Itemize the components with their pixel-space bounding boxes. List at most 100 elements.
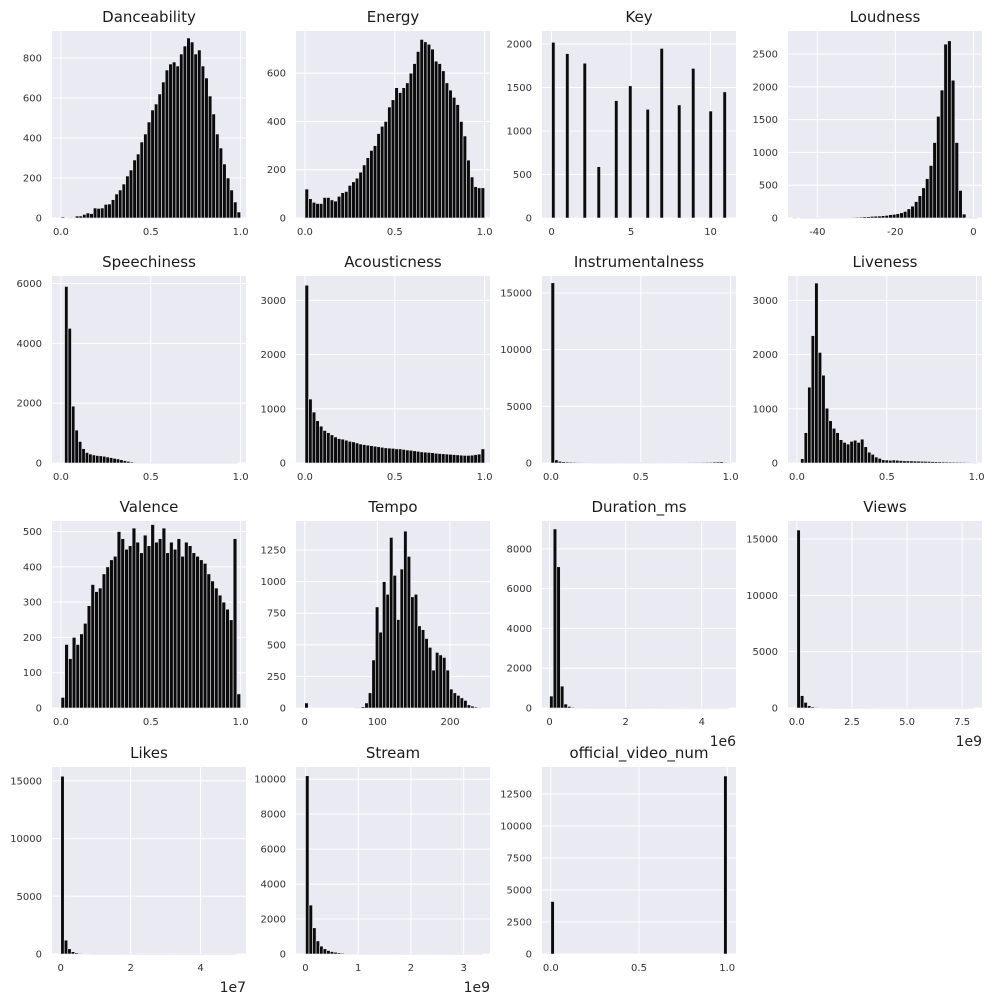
histogram-7: Liveness 0.0 0.5 1.0 0 1000 2000 3000 — [753, 253, 985, 483]
histogram-bar — [905, 460, 911, 464]
histogram-bar — [119, 459, 124, 464]
histogram-bar — [426, 43, 432, 219]
histogram-bar — [860, 438, 865, 464]
histogram-bar — [969, 462, 974, 464]
histogram-bar — [965, 462, 970, 464]
histogram-bar — [404, 953, 409, 955]
histogram-bar — [401, 449, 406, 464]
histogram-bar — [383, 447, 388, 464]
x-tick-label: 100 — [368, 717, 387, 728]
histogram-bar — [449, 688, 454, 709]
histogram-bar — [881, 459, 886, 464]
histogram-bar — [229, 462, 234, 464]
histogram-bar — [116, 531, 122, 709]
histogram-bar — [877, 707, 882, 709]
histogram-bar — [902, 707, 907, 709]
histogram-bar — [389, 953, 395, 955]
histogram-bar — [803, 432, 808, 464]
y-tick-label: 15000 — [500, 289, 532, 300]
y-tick-label: 0 — [280, 704, 286, 715]
histogram-bar — [624, 707, 629, 709]
x-tick-label: 0.0 — [53, 227, 69, 238]
histogram-bar — [126, 461, 131, 464]
y-tick-label: 7500 — [507, 853, 532, 864]
histogram-bar — [941, 461, 946, 464]
plot-background — [788, 521, 982, 708]
histogram-bar — [919, 460, 925, 464]
x-tick-label: 2 — [127, 963, 133, 974]
histogram-bar — [368, 953, 373, 955]
histogram-bar — [361, 953, 366, 955]
histogram-bar — [150, 462, 155, 464]
histogram-bar — [367, 692, 373, 709]
histogram-bar — [186, 953, 191, 955]
histogram-bar — [83, 623, 88, 709]
histogram-bar — [354, 442, 360, 464]
histogram-bar — [139, 552, 144, 709]
histogram-bar — [193, 953, 198, 955]
histogram-bar — [93, 207, 98, 219]
histogram-bar — [403, 530, 408, 709]
histogram-bar — [972, 462, 977, 464]
histogram-bar — [692, 707, 697, 709]
histogram-bar — [179, 53, 184, 219]
histogram-bar — [118, 189, 123, 219]
histogram-bar — [437, 453, 442, 464]
histogram-bar — [84, 953, 90, 955]
histogram-bar — [720, 707, 726, 709]
histogram-bar — [858, 216, 864, 219]
histogram-bar — [563, 703, 568, 709]
histogram-bar — [423, 451, 428, 464]
histogram-bar — [379, 953, 384, 955]
histogram-bar — [354, 177, 360, 219]
histogram-bar — [822, 217, 827, 219]
y-tick-label: 2000 — [507, 40, 532, 51]
histogram-bar — [884, 459, 889, 464]
x-tick-label: 2.5 — [844, 717, 860, 728]
histogram-bar — [95, 455, 100, 464]
histogram-bar — [969, 217, 974, 219]
histogram-bar — [371, 659, 376, 709]
histogram-bar — [206, 573, 211, 709]
histogram-bar — [387, 106, 392, 219]
y-tick-label: 0 — [280, 459, 286, 470]
histogram-bar — [191, 462, 196, 464]
y-tick-label: 300 — [23, 598, 42, 609]
histogram-bar — [210, 953, 215, 955]
histogram-bar — [723, 775, 728, 955]
histogram-bar — [708, 461, 713, 464]
histogram-bar — [937, 707, 942, 709]
histogram-bar — [202, 462, 207, 464]
histogram-bar — [98, 587, 103, 709]
y-tick-label: 2000 — [753, 350, 778, 361]
histogram-bar — [923, 461, 928, 464]
histogram-bar — [387, 447, 392, 464]
histogram-bar — [175, 953, 180, 955]
histogram-bar — [914, 201, 919, 219]
histogram-bar — [122, 460, 127, 464]
x-tick-label: 0.5 — [143, 717, 159, 728]
histogram-bar — [63, 939, 69, 955]
histogram-13: Stream 0 1 2 3 0 2000 4000 6000 8000 10000 1e9 — [254, 744, 490, 996]
histogram-bar — [186, 37, 191, 219]
chart-title: Danceability — [102, 8, 196, 26]
histogram-bar — [337, 438, 342, 464]
chart-title: Acousticness — [344, 253, 442, 271]
histogram-bar — [873, 215, 878, 219]
histogram-bar — [916, 707, 921, 709]
x-offset-label: 1e9 — [956, 734, 982, 750]
histogram-bar — [187, 545, 193, 709]
histogram-bar — [577, 707, 583, 709]
histogram-bar — [961, 213, 967, 219]
x-tick-label: 5 — [628, 227, 634, 238]
histogram-bar — [333, 951, 338, 955]
histogram-bar — [90, 584, 95, 709]
x-tick-label: 1.0 — [477, 472, 493, 483]
histogram-bar — [478, 953, 483, 955]
histogram-bar — [585, 707, 590, 709]
histogram-bar — [891, 707, 896, 709]
histogram-bar — [109, 559, 114, 709]
histogram-bar — [229, 619, 234, 709]
histogram-bar — [351, 181, 356, 219]
histogram-bar — [633, 462, 638, 464]
